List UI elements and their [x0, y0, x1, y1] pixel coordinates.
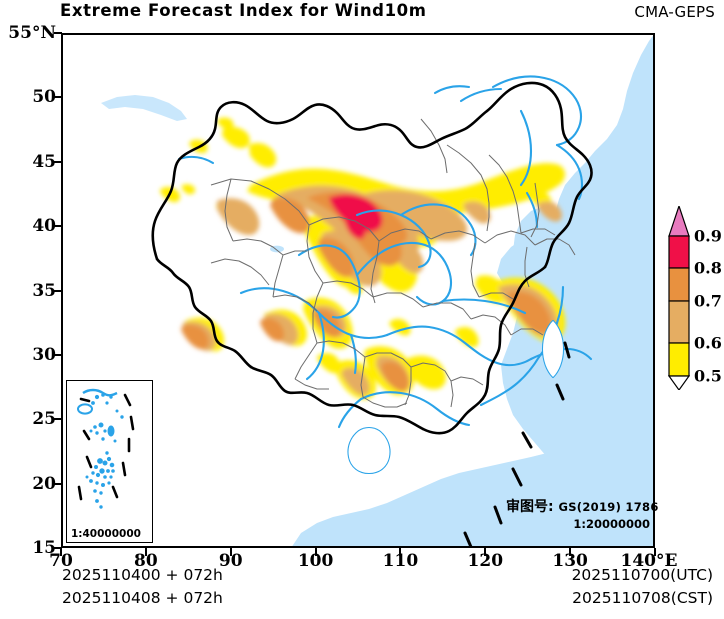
footer-run-cst: 2025110408 + 072h [62, 589, 223, 607]
y-tick-mark [54, 225, 62, 228]
colorbar-cell-0_8 [668, 235, 690, 269]
x-tick-label: 100 [297, 551, 334, 571]
x-tick-mark [484, 548, 487, 556]
y-tick-label: 50 [32, 87, 56, 108]
colorbar-tick-label: 0.9 [694, 226, 722, 246]
x-axis-labels: 70 80 90 100 110 120 130 140°E [0, 551, 724, 575]
y-tick-mark [54, 418, 62, 421]
maritime-boundary-dashes [463, 341, 571, 548]
approval-code: GS(2019) 1786 [558, 500, 659, 514]
y-tick-mark [54, 353, 62, 356]
x-tick-mark [60, 548, 62, 556]
x-tick-label: 80 [134, 551, 158, 571]
map-scale-label: 1:20000000 [573, 517, 650, 531]
national-border-layer [151, 81, 593, 435]
efi-band-0_9 [348, 203, 353, 208]
colorbar-arrow-top [668, 204, 690, 237]
x-tick-mark [314, 548, 317, 556]
y-tick-label: 15 [32, 538, 56, 558]
map-svg [61, 33, 655, 548]
x-tick-label: 120 [467, 551, 504, 571]
y-tick-label: 55°N [8, 23, 56, 43]
x-tick-mark [569, 548, 572, 556]
y-tick-mark [54, 96, 62, 99]
y-tick-label: 40 [32, 216, 56, 237]
y-tick-label: 25 [32, 409, 56, 430]
y-tick-label: 45 [32, 151, 56, 172]
inset-scale-label: 1:40000000 [71, 528, 141, 540]
colorbar-cell-0_7 [668, 267, 690, 302]
page-title: Extreme Forecast Index for Wind10m [60, 1, 427, 20]
approval-line: 审图号: GS(2019) 1786 [506, 496, 659, 516]
model-tag: CMA-GEPS [634, 3, 715, 21]
efi-colorbar[interactable] [667, 204, 691, 392]
footer-run-utc: 2025110400 + 072h [62, 566, 223, 584]
footer-valid-utc: 2025110700(UTC) [571, 566, 713, 584]
x-tick-mark [229, 548, 232, 556]
x-tick-label: 90 [218, 551, 243, 571]
inset-svg [67, 381, 151, 541]
y-tick-label: 35 [32, 280, 56, 301]
south-china-sea-inset[interactable]: 1:40000000 [66, 380, 153, 543]
colorbar-arrow-bottom [667, 375, 691, 392]
x-tick-mark [399, 548, 402, 556]
y-tick-label: 20 [32, 473, 56, 494]
colorbar-cell-0_5 [668, 342, 690, 377]
y-tick-label: 30 [32, 344, 56, 365]
efi-shading-layer [160, 117, 566, 400]
island-layer [348, 321, 563, 473]
x-tick-mark [144, 548, 147, 556]
x-tick-label: 130 [552, 551, 588, 571]
ocean-layer [101, 33, 655, 548]
efi-band-0_8 [329, 194, 383, 239]
map-approval-box: 审图号: GS(2019) 1786 1:20000000 [504, 495, 658, 539]
footer-valid-cst: 2025110708(CST) [572, 589, 713, 607]
inset-islands [77, 388, 124, 509]
colorbar-tick-label: 0.8 [694, 258, 722, 278]
approval-label: 审图号: [506, 499, 554, 515]
colorbar-tick-label: 0.6 [694, 333, 722, 353]
colorbar-tick-label: 0.5 [694, 366, 722, 386]
inset-dash-line [77, 393, 135, 501]
map-canvas[interactable] [61, 33, 655, 548]
colorbar-tick-label: 0.7 [694, 291, 722, 311]
x-tick-label: 70 [49, 551, 73, 571]
x-tick-label: 110 [382, 551, 419, 571]
colorbar-cell-0_6 [668, 300, 690, 344]
y-tick-mark [54, 289, 62, 292]
y-tick-mark [54, 160, 62, 163]
x-tick-mark [654, 548, 656, 556]
y-axis-labels: 55°N 50 45 40 35 30 25 20 15 [0, 0, 56, 619]
y-tick-mark [54, 547, 62, 549]
y-tick-mark [54, 32, 62, 34]
colorbar-svg [667, 204, 691, 392]
province-border-layer [210, 118, 576, 408]
y-tick-mark [54, 482, 62, 485]
x-tick-label: 140°E [620, 551, 678, 571]
